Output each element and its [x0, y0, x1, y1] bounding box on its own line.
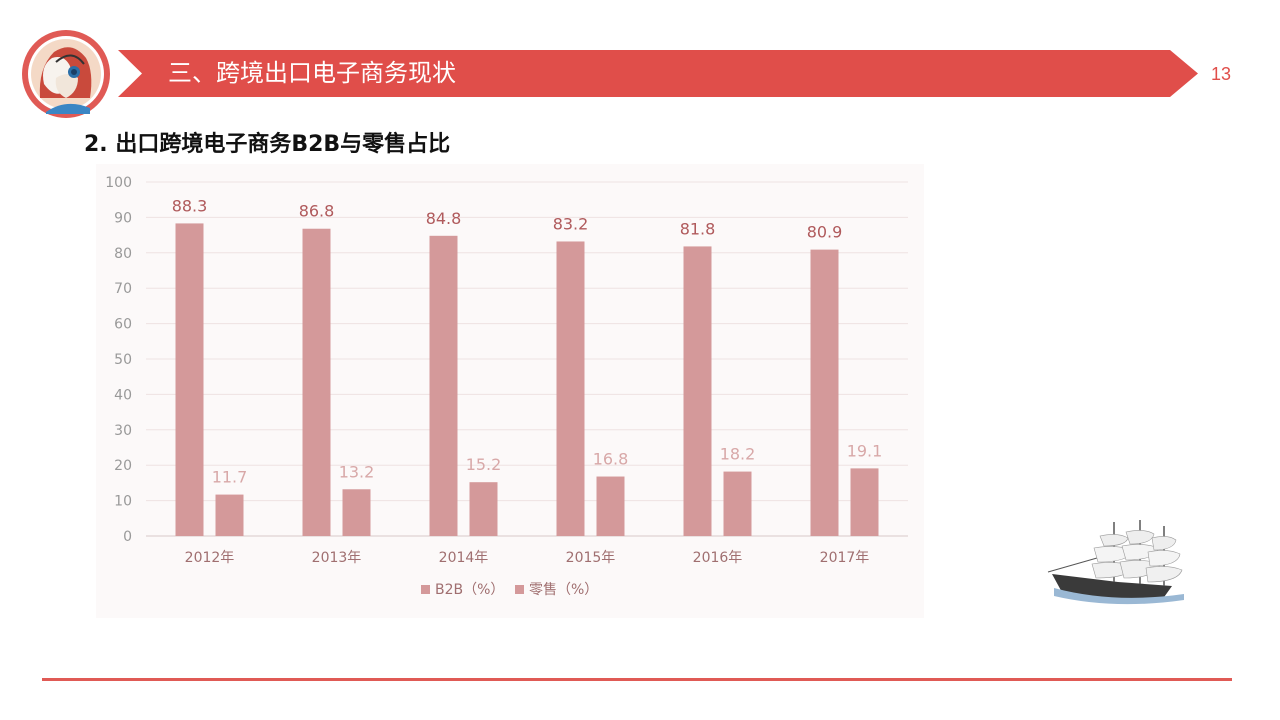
bar-b2b	[683, 246, 712, 536]
bar-chart: 0 10 20 30 40 50 60 70 80 90 100 88.3 11.7 2012年 86.8 1…	[105, 175, 908, 598]
data-label: 84.8	[426, 209, 462, 228]
legend-swatch	[515, 585, 524, 594]
bar-b2b	[556, 241, 585, 537]
y-tick-label: 60	[114, 317, 132, 333]
bar-b2b	[810, 249, 839, 536]
page-number: 13	[1210, 64, 1232, 84]
data-label: 86.8	[299, 202, 335, 221]
bar-retail	[215, 494, 244, 536]
data-label: 81.8	[680, 219, 716, 238]
legend-label: B2B（%）	[435, 582, 504, 598]
customer-service-logo-icon	[22, 30, 110, 118]
y-tick-label: 80	[114, 246, 132, 262]
x-tick-label: 2013年	[312, 550, 362, 566]
bar-retail	[342, 489, 371, 536]
data-label: 11.7	[212, 468, 248, 487]
data-label: 83.2	[553, 214, 589, 233]
data-label: 16.8	[593, 450, 629, 469]
x-tick-label: 2017年	[820, 550, 870, 566]
bar-retail	[723, 471, 752, 536]
y-tick-label: 70	[114, 281, 132, 297]
data-label: 19.1	[847, 441, 883, 460]
x-tick-label: 2014年	[439, 550, 489, 566]
bar-b2b	[175, 223, 204, 536]
footer-divider	[42, 678, 1232, 681]
bar-retail	[596, 476, 625, 536]
data-label: 18.2	[720, 445, 756, 464]
x-tick-label: 2015年	[566, 550, 616, 566]
bar-b2b	[429, 235, 458, 537]
legend-label: 零售（%）	[529, 582, 598, 598]
bar-retail	[469, 482, 498, 536]
y-tick-label: 0	[123, 529, 132, 545]
x-tick-label: 2012年	[185, 550, 235, 566]
y-tick-label: 10	[114, 494, 132, 510]
chart-subtitle: 2. 出口跨境电子商务B2B与零售占比	[84, 132, 451, 157]
y-tick-label: 30	[114, 423, 132, 439]
x-tick-label: 2016年	[693, 550, 743, 566]
y-tick-label: 40	[114, 387, 132, 403]
data-label: 80.9	[807, 223, 843, 242]
legend-swatch	[421, 585, 430, 594]
title-banner	[118, 50, 1198, 97]
bar-retail	[850, 468, 879, 536]
chart-container: 0 10 20 30 40 50 60 70 80 90 100 88.3 11.7 2012年 86.8 1…	[96, 164, 924, 618]
sailing-ship-icon	[1047, 520, 1184, 605]
y-tick-label: 100	[105, 175, 132, 191]
data-label: 13.2	[339, 462, 375, 481]
bar-b2b	[302, 228, 331, 536]
data-label: 88.3	[172, 196, 208, 215]
y-tick-label: 20	[114, 458, 132, 474]
section-title: 三、跨境出口电子商务现状	[168, 59, 456, 87]
y-tick-label: 90	[114, 210, 132, 226]
y-tick-label: 50	[114, 352, 132, 368]
data-label: 15.2	[466, 455, 502, 474]
